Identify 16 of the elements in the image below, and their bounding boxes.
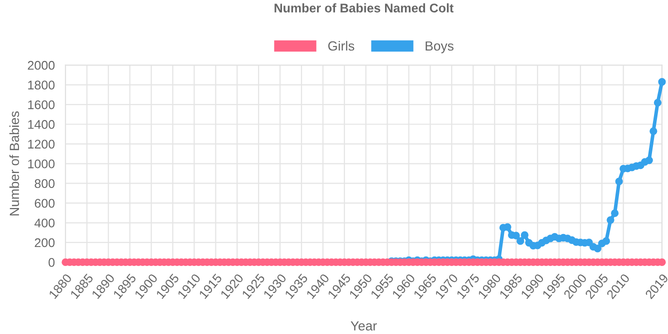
legend-label: Girls: [328, 40, 354, 51]
y-tick-label: 400: [34, 218, 55, 228]
y-tick-label: 200: [34, 238, 55, 248]
y-tick-label: 800: [34, 179, 55, 188]
y-tick-label: 1000: [28, 159, 55, 168]
chart-title: Number of Babies Named Colt: [274, 3, 454, 12]
y-tick-label: 1400: [28, 120, 55, 129]
x-axis-title: Year: [350, 321, 377, 331]
y-tick-label: 0: [48, 258, 55, 267]
y-tick-label: 600: [34, 198, 55, 208]
y-tick-label: 1200: [28, 140, 55, 149]
y-tick-label: 1800: [28, 80, 55, 90]
y-axis-title: Number of Babies: [9, 111, 20, 216]
y-tick-label: 1600: [28, 100, 55, 110]
y-tick-label: 2000: [28, 60, 55, 70]
legend-label: Boys: [426, 41, 454, 54]
